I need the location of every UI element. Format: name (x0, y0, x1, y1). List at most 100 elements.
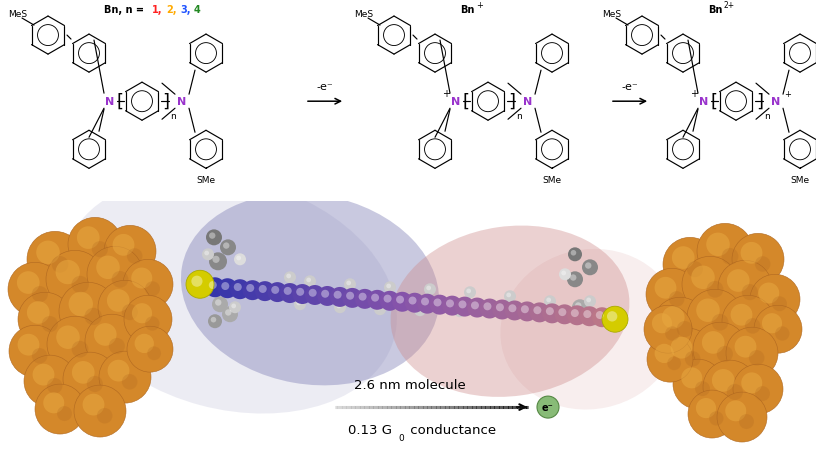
Circle shape (504, 291, 516, 302)
Circle shape (688, 390, 736, 438)
Text: [: [ (117, 93, 123, 111)
Circle shape (433, 299, 441, 307)
Circle shape (384, 295, 392, 303)
Circle shape (681, 368, 703, 388)
Text: conductance: conductance (406, 423, 496, 436)
Circle shape (676, 321, 693, 337)
Circle shape (459, 301, 467, 309)
Circle shape (122, 304, 138, 320)
Circle shape (456, 308, 461, 313)
Circle shape (644, 306, 692, 353)
Circle shape (739, 414, 754, 429)
Circle shape (546, 308, 554, 315)
Circle shape (671, 337, 693, 359)
Circle shape (567, 272, 583, 288)
Circle shape (98, 280, 152, 335)
Circle shape (772, 297, 787, 312)
Circle shape (662, 307, 685, 329)
Text: ]: ] (508, 93, 516, 111)
Circle shape (534, 307, 541, 314)
Circle shape (405, 293, 425, 313)
Circle shape (112, 271, 128, 288)
Circle shape (9, 325, 61, 377)
Circle shape (96, 256, 120, 280)
Text: 0: 0 (398, 432, 404, 442)
Circle shape (492, 300, 512, 320)
Circle shape (718, 261, 772, 314)
Circle shape (358, 293, 366, 301)
Circle shape (727, 269, 750, 292)
Circle shape (346, 292, 354, 300)
Circle shape (371, 294, 379, 302)
Circle shape (271, 286, 279, 294)
Circle shape (191, 276, 202, 287)
Text: 2,: 2, (166, 5, 176, 15)
Text: N: N (105, 97, 114, 107)
Circle shape (409, 297, 416, 305)
Circle shape (211, 317, 216, 323)
Circle shape (555, 305, 574, 325)
Text: N: N (177, 97, 187, 107)
Circle shape (109, 338, 125, 354)
Circle shape (212, 256, 220, 263)
Circle shape (585, 263, 592, 269)
Circle shape (124, 296, 172, 343)
Circle shape (259, 285, 267, 293)
Circle shape (222, 307, 238, 323)
Circle shape (534, 308, 546, 319)
Circle shape (209, 233, 215, 239)
Circle shape (468, 298, 487, 318)
Text: MeS: MeS (8, 10, 27, 18)
Circle shape (367, 290, 388, 310)
Ellipse shape (63, 176, 397, 414)
Circle shape (544, 296, 556, 308)
Circle shape (202, 249, 214, 261)
Circle shape (542, 304, 562, 324)
Circle shape (571, 309, 579, 317)
Text: -e⁻: -e⁻ (622, 82, 638, 92)
Text: Bn: Bn (708, 5, 722, 15)
Text: -e⁻: -e⁻ (317, 82, 334, 92)
Circle shape (230, 280, 250, 300)
Circle shape (43, 392, 64, 414)
Circle shape (586, 298, 591, 302)
Circle shape (72, 361, 95, 384)
Circle shape (742, 285, 758, 301)
Circle shape (530, 303, 550, 323)
Circle shape (646, 269, 698, 320)
Circle shape (602, 307, 628, 332)
Ellipse shape (391, 226, 629, 397)
Circle shape (186, 271, 214, 299)
Circle shape (424, 284, 436, 296)
Circle shape (421, 298, 429, 306)
Circle shape (673, 359, 723, 409)
Circle shape (27, 302, 50, 324)
Circle shape (123, 260, 173, 309)
Circle shape (762, 313, 782, 334)
Text: +: + (784, 90, 791, 99)
Circle shape (592, 308, 612, 327)
Circle shape (653, 297, 707, 352)
Text: N: N (771, 97, 781, 107)
Circle shape (57, 406, 72, 421)
Circle shape (292, 285, 313, 304)
Circle shape (567, 306, 587, 325)
Circle shape (695, 381, 710, 396)
Circle shape (454, 306, 466, 318)
Circle shape (104, 226, 156, 278)
Text: SMe: SMe (791, 175, 809, 185)
Circle shape (334, 302, 346, 313)
Circle shape (86, 376, 103, 392)
Circle shape (596, 311, 604, 319)
Circle shape (296, 288, 304, 296)
Circle shape (703, 360, 757, 414)
Circle shape (94, 324, 117, 346)
Circle shape (209, 253, 227, 271)
Circle shape (741, 373, 762, 393)
Circle shape (17, 272, 40, 294)
Circle shape (652, 313, 672, 334)
Circle shape (204, 251, 209, 256)
Circle shape (696, 299, 720, 322)
Circle shape (374, 303, 386, 315)
Text: n: n (764, 112, 769, 121)
